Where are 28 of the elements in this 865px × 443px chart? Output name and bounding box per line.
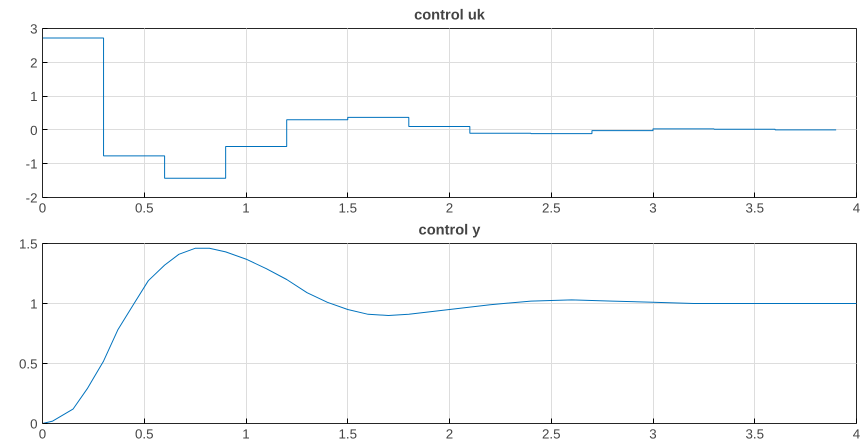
y-tick-label: 1 xyxy=(30,89,38,104)
x-tick-label: 1.5 xyxy=(338,200,358,216)
x-tick-label: 4 xyxy=(852,200,861,216)
x-tick-label: 1.5 xyxy=(338,426,358,442)
x-tick-label: 2 xyxy=(446,426,454,442)
y-tick-label: 2 xyxy=(30,55,38,70)
x-tick-label: 0.5 xyxy=(134,200,154,216)
x-tick-label: 3.5 xyxy=(745,426,764,442)
chart-title: control y xyxy=(418,222,482,238)
x-tick-label: 2 xyxy=(446,200,454,216)
y-tick-label: 1 xyxy=(30,296,38,312)
y-tick-label: 3 xyxy=(30,22,38,36)
x-tick-label: 3.5 xyxy=(745,200,764,216)
y-tick-label: 1.5 xyxy=(18,236,38,252)
x-tick-label: 3 xyxy=(649,426,657,442)
y-tick-label: -1 xyxy=(26,156,38,172)
x-tick-label: 1 xyxy=(242,200,250,216)
x-tick-label: 1 xyxy=(242,426,250,442)
x-tick-label: 0.5 xyxy=(134,426,154,442)
y-tick-label: 0 xyxy=(30,122,38,138)
x-tick-label: 4 xyxy=(852,426,861,442)
x-tick-label: 2.5 xyxy=(542,426,561,442)
y-tick-label: 0 xyxy=(30,416,38,432)
x-tick-label: 2.5 xyxy=(542,200,561,216)
y-tick-label: -2 xyxy=(26,190,38,206)
chart-title: control uk xyxy=(414,8,486,24)
x-tick-label: 3 xyxy=(649,200,657,216)
y-tick-label: 0.5 xyxy=(18,356,38,372)
